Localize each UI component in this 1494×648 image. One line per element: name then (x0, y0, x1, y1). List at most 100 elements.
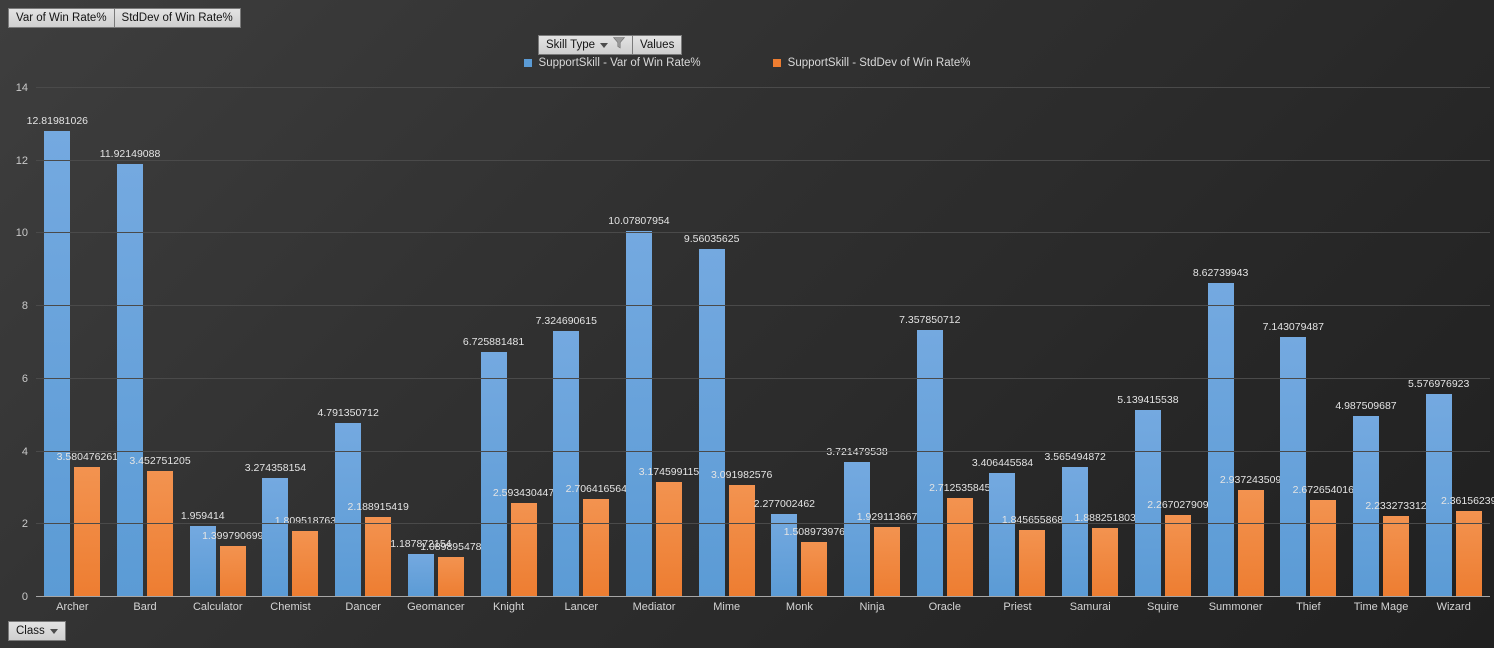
x-axis: Archer Bard Calculator Chemist Dancer Geomanc… (36, 601, 1490, 613)
legend-swatch-orange (772, 59, 781, 67)
data-label: 1.399790699 (202, 530, 264, 543)
gridline (36, 87, 1490, 88)
field-button-skill-type[interactable]: Skill Type (538, 35, 634, 55)
bar-var: 2.277002462 (754, 498, 815, 597)
x-axis-label: Chemist (270, 601, 311, 613)
bar-var: 5.139415538 (1117, 394, 1179, 597)
bar-stddev: 1.845655868 (1002, 514, 1063, 597)
data-label: 1.929113667 (856, 510, 918, 523)
x-axis-label: Samurai (1069, 601, 1111, 613)
bar-var: 1.959414 (181, 510, 225, 597)
bar-var: 5.576976923 (1408, 378, 1469, 597)
data-label: 2.233273312 (1365, 499, 1427, 512)
y-axis-tick-label: 2 (21, 518, 28, 531)
data-label: 8.62739943 (1192, 267, 1249, 280)
x-axis-label: Time Mage (1353, 601, 1409, 613)
field-button-class[interactable]: Class (8, 621, 66, 641)
bar-group-samurai: 3.565494872 1.888251803 (1045, 88, 1136, 597)
bar-var: 3.721479538 (826, 446, 888, 597)
data-label: 2.712535845 (929, 482, 991, 495)
axis-field-buttons: Skill Type Values (538, 35, 683, 55)
x-axis-label: Thief (1296, 601, 1321, 613)
bars-row: 12.81981026 3.580476261 11.92149088 3.45275… (27, 88, 1494, 597)
bar-stddev: 1.399790699 (202, 530, 263, 597)
bar-stddev: 3.452751205 (129, 455, 191, 597)
x-axis-label: Oracle (928, 601, 961, 613)
data-label: 3.580476261 (56, 450, 119, 463)
filter-funnel-icon (612, 36, 626, 54)
bar-group-priest: 3.406445584 1.845655868 (972, 88, 1063, 597)
bar-group-ninja: 3.721479538 1.929113667 (826, 88, 917, 597)
bar-group-summoner: 8.62739943 2.937243509 (1193, 88, 1281, 597)
data-label: 6.725881481 (462, 336, 525, 349)
bar-group-mediator: 10.07807954 3.174599115 (608, 88, 699, 597)
bar-stddev: 2.267027909 (1147, 499, 1209, 597)
legend-label: SupportSkill - StdDev of Win Rate% (787, 57, 971, 69)
x-axis-label: Monk (785, 601, 813, 613)
data-label: 2.593430447 (492, 486, 555, 499)
bar-var: 8.62739943 (1193, 267, 1248, 597)
y-axis-tick-label: 6 (21, 372, 28, 385)
bar-stddev: 2.36156239 (1441, 495, 1494, 597)
bar-stddev: 2.706416564 (566, 483, 627, 597)
field-button-stddev-of-win-rate[interactable]: StdDev of Win Rate% (114, 8, 241, 28)
data-label: 7.324690615 (535, 314, 597, 327)
bar-stddev: 3.580476261 (57, 451, 118, 597)
x-axis-label: Priest (1003, 601, 1032, 613)
x-axis-label: Knight (492, 601, 525, 613)
data-label: 2.267027909 (1147, 498, 1209, 511)
bar-stddev: 3.174599115 (639, 466, 699, 597)
data-label: 2.277002462 (753, 498, 816, 511)
bar-var: 12.81981026 (27, 115, 88, 597)
x-axis-label: Mediator (632, 601, 676, 613)
data-label: 1.845655868 (1001, 513, 1064, 526)
chevron-down-icon (600, 42, 609, 48)
data-label: 2.937243509 (1219, 474, 1282, 487)
data-label: 1.508973976 (783, 526, 846, 539)
data-label: 2.188915419 (347, 501, 409, 514)
data-label: 7.143079487 (1262, 321, 1324, 334)
data-label: 3.406445584 (971, 457, 1034, 470)
field-button-label: StdDev of Win Rate% (121, 12, 233, 24)
data-label: 3.452751205 (129, 455, 191, 468)
data-label: 2.706416564 (565, 482, 627, 495)
bar-stddev: 1.089895478 (420, 541, 482, 597)
bar-var: 4.791350712 (317, 407, 379, 597)
bar-var: 3.274358154 (245, 462, 306, 597)
data-label: 7.357850712 (899, 313, 961, 326)
field-button-label: Class (16, 625, 45, 637)
y-axis-tick-label: 4 (21, 445, 28, 458)
legend-item-stddev: SupportSkill - StdDev of Win Rate% (772, 57, 971, 69)
data-label: 3.091982576 (711, 468, 773, 481)
legend-label: SupportSkill - Var of Win Rate% (538, 57, 701, 69)
bar-stddev: 1.809518763 (275, 515, 336, 597)
gridline (36, 450, 1490, 452)
x-axis-label: Archer (56, 601, 89, 613)
bar-var: 3.565494872 (1045, 451, 1106, 597)
data-label: 3.274358154 (244, 461, 307, 474)
bar-group-archer: 12.81981026 3.580476261 (27, 88, 118, 597)
field-button-label: Values (640, 39, 675, 51)
field-button-values[interactable]: Values (633, 35, 683, 55)
bar-stddev: 2.937243509 (1220, 474, 1281, 597)
bar-group-wizard: 5.576976923 2.36156239 (1408, 88, 1494, 597)
field-button-var-of-win-rate[interactable]: Var of Win Rate% (8, 8, 115, 28)
data-label: 4.987509687 (1335, 399, 1397, 412)
y-axis-tick-label: 12 (15, 154, 28, 167)
bar-group-lancer: 7.324690615 2.706416564 (536, 88, 627, 597)
bar-var: 7.143079487 (1263, 321, 1324, 597)
x-axis-label: Mime (713, 601, 741, 613)
data-label: 11.92149088 (99, 147, 161, 160)
bar-group-mime: 9.56035625 3.091982576 (684, 88, 772, 597)
gridline (36, 377, 1490, 379)
y-axis-tick-label: 0 (21, 591, 28, 603)
y-axis: 0 2 4 6 8 10 12 14 (4, 82, 28, 603)
data-label: 5.139415538 (1117, 394, 1179, 407)
data-label: 9.56035625 (683, 233, 740, 246)
bar-var: 6.725881481 (463, 336, 524, 597)
bar-stddev: 1.508973976 (784, 526, 845, 597)
legend-swatch-blue (523, 59, 532, 67)
x-axis-label: Summoner (1208, 601, 1263, 613)
data-label: 3.721479538 (826, 445, 888, 458)
